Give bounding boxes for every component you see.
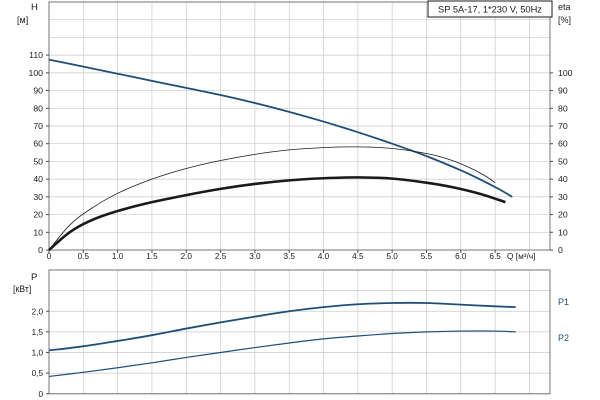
svg-text:3.5: 3.5 — [284, 252, 296, 261]
svg-text:50: 50 — [33, 156, 43, 166]
svg-text:6.0: 6.0 — [455, 252, 467, 261]
svg-text:90: 90 — [33, 86, 43, 96]
svg-text:0: 0 — [38, 245, 43, 255]
svg-text:60: 60 — [558, 139, 568, 149]
svg-text:100: 100 — [29, 68, 44, 78]
svg-text:0.5: 0.5 — [78, 252, 90, 261]
svg-text:4.0: 4.0 — [318, 252, 330, 261]
svg-text:SP 5A-17, 1*230 V, 50Hz: SP 5A-17, 1*230 V, 50Hz — [438, 4, 542, 14]
svg-text:30: 30 — [33, 192, 43, 202]
svg-text:60: 60 — [33, 139, 43, 149]
svg-text:5.5: 5.5 — [421, 252, 433, 261]
svg-text:H: H — [31, 2, 38, 13]
svg-text:0: 0 — [47, 252, 52, 261]
svg-text:70: 70 — [558, 121, 568, 131]
svg-text:2,0: 2,0 — [32, 307, 44, 316]
svg-text:20: 20 — [33, 210, 43, 220]
svg-text:P: P — [31, 272, 37, 283]
svg-text:1,0: 1,0 — [32, 349, 44, 358]
svg-text:[%]: [%] — [558, 15, 571, 25]
svg-text:40: 40 — [33, 174, 43, 184]
svg-text:Q [м³/ч]: Q [м³/ч] — [507, 251, 535, 261]
svg-text:5.0: 5.0 — [386, 252, 398, 261]
svg-text:30: 30 — [558, 192, 568, 202]
svg-text:70: 70 — [33, 121, 43, 131]
svg-text:1.0: 1.0 — [112, 252, 124, 261]
svg-text:P2: P2 — [558, 333, 569, 343]
svg-text:1,5: 1,5 — [32, 328, 44, 337]
svg-text:3.0: 3.0 — [249, 252, 261, 261]
svg-text:90: 90 — [558, 86, 568, 96]
svg-text:0,5: 0,5 — [32, 369, 44, 378]
svg-text:[кВт]: [кВт] — [13, 284, 31, 294]
svg-text:eta: eta — [558, 2, 571, 12]
svg-text:0: 0 — [558, 245, 563, 255]
svg-text:P1: P1 — [558, 297, 569, 307]
svg-text:2.5: 2.5 — [215, 252, 227, 261]
svg-text:40: 40 — [558, 174, 568, 184]
svg-text:0: 0 — [38, 390, 43, 399]
svg-text:[м]: [м] — [17, 15, 28, 25]
svg-text:20: 20 — [558, 210, 568, 220]
svg-text:80: 80 — [558, 103, 568, 113]
svg-text:10: 10 — [33, 227, 43, 237]
svg-text:50: 50 — [558, 156, 568, 166]
svg-text:6.5: 6.5 — [489, 252, 501, 261]
svg-text:1.5: 1.5 — [146, 252, 158, 261]
svg-text:100: 100 — [558, 68, 573, 78]
svg-text:10: 10 — [558, 227, 568, 237]
svg-text:110: 110 — [29, 50, 43, 60]
svg-text:80: 80 — [33, 103, 43, 113]
svg-text:4.5: 4.5 — [352, 252, 364, 261]
svg-text:2.0: 2.0 — [181, 252, 193, 261]
